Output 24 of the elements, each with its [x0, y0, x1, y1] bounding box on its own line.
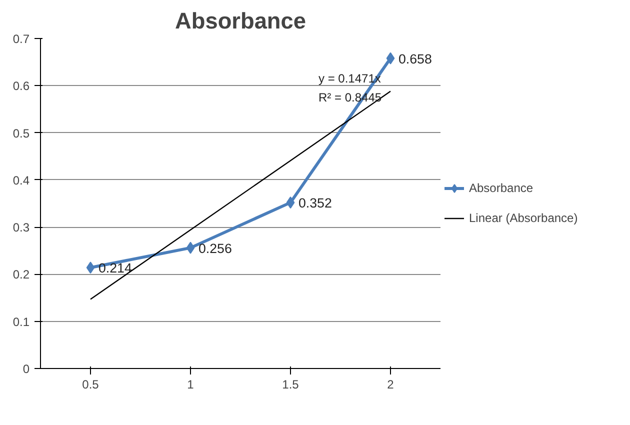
line-series [90, 90, 392, 300]
y-tick-label: 0.6 [12, 79, 30, 94]
data-label: 0.256 [198, 240, 232, 256]
data-label: 0.214 [98, 260, 132, 276]
x-tick-label: 1 [187, 378, 194, 392]
legend-label: Absorbance [469, 181, 534, 195]
point [286, 196, 295, 209]
x-tick-label: 1.5 [282, 378, 300, 392]
legend-label: Linear (Absorbance) [469, 211, 578, 225]
y-tick-label: 0.1 [12, 314, 30, 329]
y-tick-label: 0.5 [12, 126, 30, 140]
x-tick-label: 0.5 [82, 378, 100, 392]
y-tick-label: 0.7 [12, 32, 30, 46]
y-tick-label: 0.2 [12, 268, 30, 282]
y-tick-label: 0 [22, 362, 30, 376]
x-tick-label: 2 [387, 378, 394, 392]
data-label: 0.352 [298, 196, 332, 211]
y-tick-label: 0.3 [12, 220, 30, 235]
chart-title: Absorbance [175, 8, 306, 34]
point [86, 262, 95, 274]
point [386, 52, 395, 64]
point [186, 242, 195, 254]
data-label: 0.658 [398, 51, 432, 66]
y-tick-label: 0.4 [12, 173, 30, 188]
